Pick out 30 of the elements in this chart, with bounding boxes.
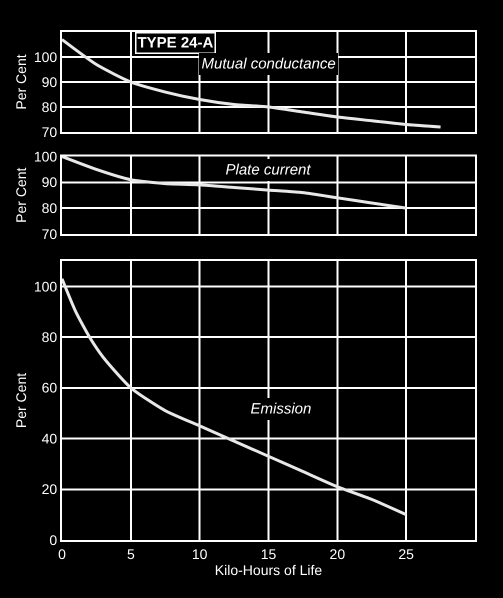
x-tick-label: 15 bbox=[260, 546, 276, 562]
y-tick-label: 100 bbox=[34, 278, 58, 294]
x-axis-title: Kilo-Hours of Life bbox=[214, 562, 322, 578]
y-tick-label: 90 bbox=[42, 174, 58, 190]
y-tick-label: 20 bbox=[42, 481, 58, 498]
x-tick-label: 20 bbox=[330, 546, 346, 562]
y-tick-label: 70 bbox=[42, 124, 58, 140]
y-tick-label: 80 bbox=[42, 329, 58, 346]
line-series bbox=[62, 277, 408, 516]
y-tick-label: 80 bbox=[42, 98, 58, 115]
y-tick-label: 0 bbox=[49, 532, 58, 548]
annotation: TYPE 24-A bbox=[138, 34, 214, 52]
y-axis-title: Per Cent bbox=[12, 54, 29, 110]
line-series bbox=[62, 156, 408, 210]
y-tick-label: 80 bbox=[42, 200, 58, 216]
y-tick-label: 60 bbox=[42, 380, 58, 396]
y-tick-label: 90 bbox=[42, 74, 58, 90]
annotation: Mutual conductance bbox=[202, 56, 336, 72]
line-series bbox=[62, 38, 442, 128]
annotation: Plate current bbox=[226, 162, 312, 178]
y-axis-title: Per Cent bbox=[12, 168, 29, 223]
annotation: Emission bbox=[250, 400, 312, 418]
y-tick-label: 40 bbox=[42, 430, 58, 446]
y-tick-label: 100 bbox=[34, 48, 58, 65]
y-tick-label: 70 bbox=[42, 226, 58, 242]
x-tick-label: 10 bbox=[192, 546, 208, 562]
x-tick-label: 5 bbox=[126, 546, 135, 562]
x-tick-label: 25 bbox=[398, 546, 414, 562]
y-tick-label: 100 bbox=[34, 148, 58, 164]
y-axis-title: Per Cent bbox=[12, 372, 29, 428]
